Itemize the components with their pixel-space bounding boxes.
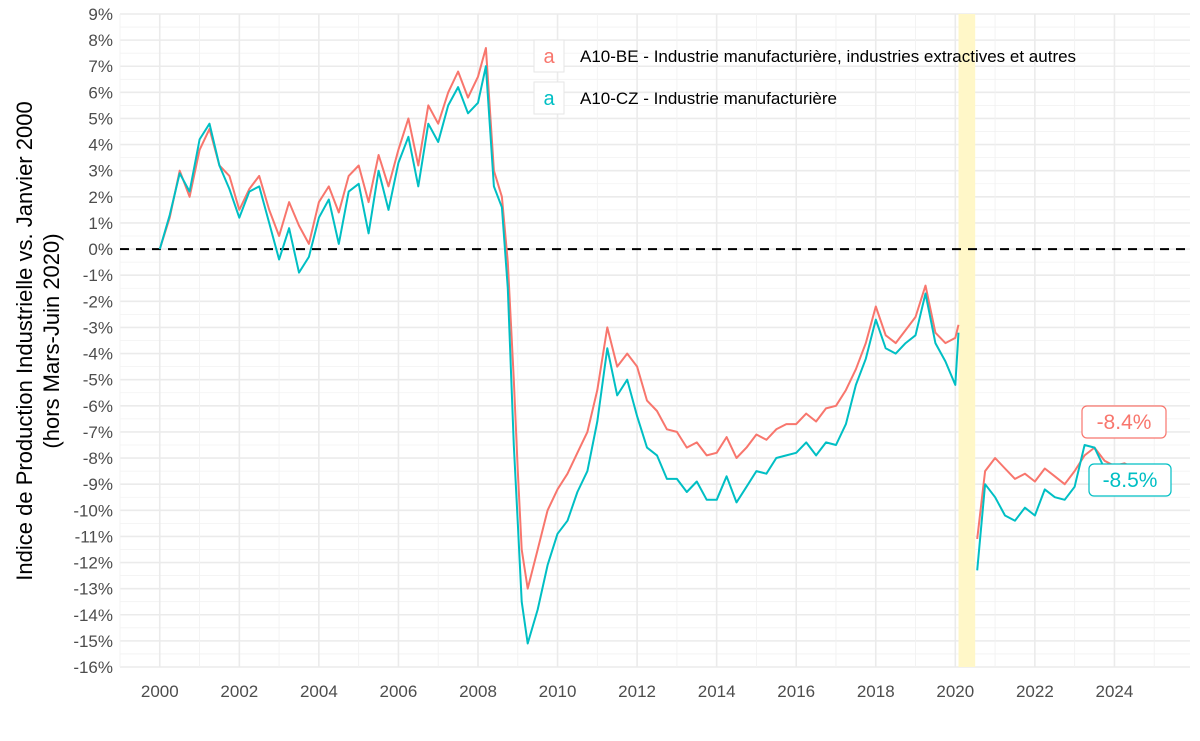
y-tick-label: 8% <box>88 31 113 50</box>
y-tick-label: 6% <box>88 83 113 102</box>
end-label-box-2 <box>1088 463 1172 497</box>
y-tick-label: -11% <box>75 527 113 546</box>
excluded-period-rect <box>958 14 976 667</box>
x-tick-label: 2008 <box>459 682 497 701</box>
x-tick-label: 2024 <box>1096 682 1134 701</box>
y-axis-title: Indice de Production Industrielle vs. Ja… <box>12 101 64 580</box>
y-tick-label: 4% <box>88 136 113 155</box>
y-axis-tick-labels: 9% 8% 7% 6% 5% 4% 3% 2% 1% 0% -1% -2% -3% -4% -5% -6% -7… <box>73 5 113 677</box>
legend-key-box <box>533 39 565 73</box>
legend-key-glyph: a <box>543 88 555 110</box>
x-tick-label: 2004 <box>300 682 338 701</box>
series-line-1 <box>158 47 1135 590</box>
x-tick-label: 2012 <box>618 682 656 701</box>
x-tick-label: 2002 <box>220 682 258 701</box>
legend: a A10-BE - Industrie manufacturière, indu… <box>533 39 1076 115</box>
y-tick-label: -5% <box>83 371 113 390</box>
y-tick-label: -14% <box>73 606 113 625</box>
x-tick-label: 2018 <box>857 682 895 701</box>
y-tick-label: -9% <box>83 475 113 494</box>
y-tick-label: 3% <box>88 162 113 181</box>
end-labels: -8.4% -8.5% <box>1081 405 1172 497</box>
y-tick-label: 7% <box>88 57 113 76</box>
x-tick-label: 2014 <box>698 682 736 701</box>
y-tick-label: -10% <box>73 501 113 520</box>
y-tick-label: 2% <box>88 188 113 207</box>
series-line-2 <box>158 65 1135 645</box>
y-tick-label: -13% <box>73 580 113 599</box>
y-tick-label: -8% <box>83 449 113 468</box>
x-tick-label: 2000 <box>141 682 179 701</box>
x-axis-tick-labels: 2000 2002 2004 2006 2008 2010 2012 2014 2016 2018… <box>141 682 1133 701</box>
x-tick-label: 2022 <box>1016 682 1054 701</box>
y-tick-label: -2% <box>83 292 113 311</box>
y-axis-title-line2: (hors Mars-Juin 2020) <box>39 233 64 448</box>
x-tick-label: 2016 <box>777 682 815 701</box>
end-label-2: -8.5% <box>1103 469 1158 492</box>
end-label-1: -8.4% <box>1097 411 1152 434</box>
legend-label-2: A10-CZ - Industrie manufacturière <box>580 89 837 108</box>
y-tick-label: 1% <box>88 214 113 233</box>
x-tick-label: 2010 <box>539 682 577 701</box>
y-tick-label: 0% <box>88 240 113 259</box>
y-tick-label: -3% <box>83 318 113 337</box>
legend-key-glyph: a <box>543 46 555 68</box>
x-tick-label: 2020 <box>936 682 974 701</box>
y-tick-label: -15% <box>73 632 113 651</box>
y-tick-label: -16% <box>73 658 113 677</box>
legend-key-box <box>533 81 565 115</box>
y-tick-label: 5% <box>88 109 113 128</box>
y-tick-label: 9% <box>88 5 113 24</box>
y-tick-label: -7% <box>83 423 113 442</box>
y-tick-label: -1% <box>83 266 113 285</box>
y-tick-label: -6% <box>83 397 113 416</box>
plot-panel <box>119 13 1190 668</box>
end-label-box-1 <box>1081 405 1167 439</box>
y-tick-label: -4% <box>83 345 113 364</box>
legend-label-1: A10-BE - Industrie manufacturière, indus… <box>580 47 1076 66</box>
excluded-period-band <box>958 14 976 667</box>
series-lines <box>158 47 1135 645</box>
y-tick-label: -12% <box>73 554 113 573</box>
y-axis-title-line1: Indice de Production Industrielle vs. Ja… <box>12 101 37 580</box>
x-tick-label: 2006 <box>380 682 418 701</box>
